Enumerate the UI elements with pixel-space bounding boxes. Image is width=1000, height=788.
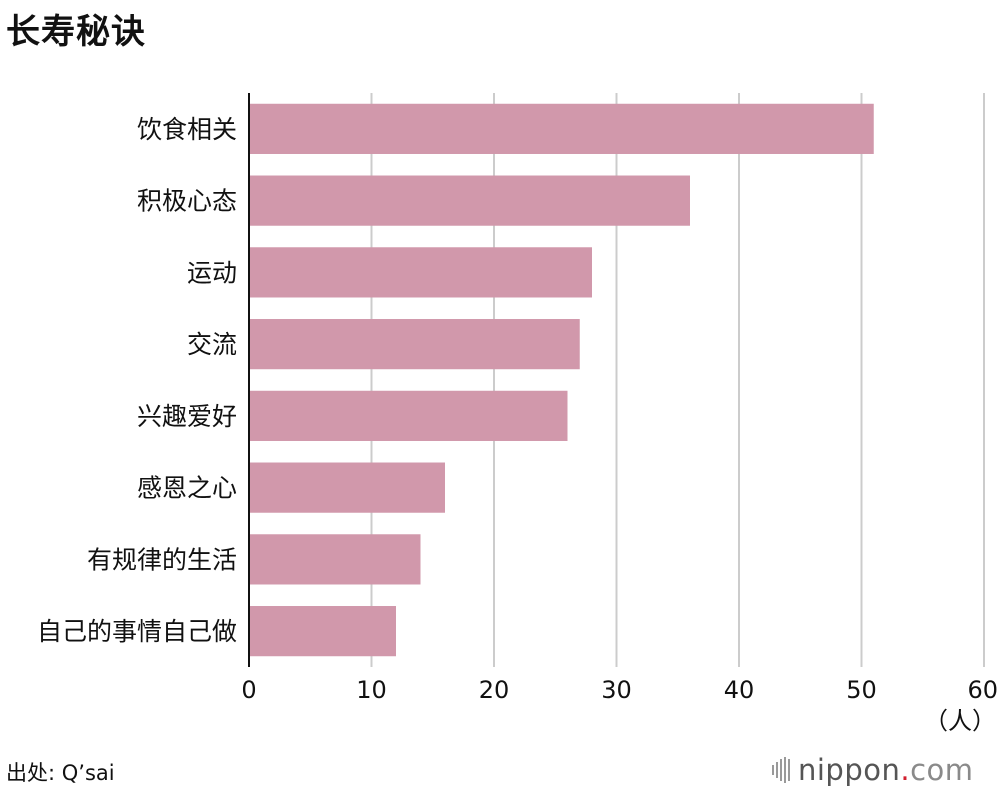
x-tick-label: 40 [724,676,755,704]
category-label: 积极心态 [137,187,237,216]
chart-title: 长寿秘诀 [6,12,146,52]
category-label: 自己的事情自己做 [37,617,237,646]
nippon-logo: nippon.com [772,753,974,787]
bar [249,319,580,370]
x-tick-label: 10 [356,676,387,704]
category-label: 交流 [187,330,237,359]
x-tick-label: 50 [846,676,877,704]
x-unit-label: （人） [924,707,996,735]
bar [249,103,874,154]
bars [249,103,874,657]
category-label: 饮食相关 [137,115,237,144]
bar [249,534,421,585]
bar [249,390,568,441]
category-label: 有规律的生活 [87,545,237,574]
x-tick-label: 20 [479,676,510,704]
x-tick-label: 60 [967,676,998,704]
logo-bars-icon [772,757,790,783]
logo-text: nippon.com [798,753,974,787]
bar [249,606,396,657]
x-tick-labels: 0 10 20 30 40 50 60 [241,676,998,704]
category-label: 运动 [187,258,237,287]
bar [249,462,445,513]
bar [249,175,690,226]
x-tick-label: 0 [241,676,256,704]
x-tick-label: 30 [601,676,632,704]
bar [249,247,592,298]
category-label: 兴趣爱好 [137,402,237,431]
category-label: 感恩之心 [137,474,237,503]
source-note: 出处: Q’sai [6,761,115,785]
